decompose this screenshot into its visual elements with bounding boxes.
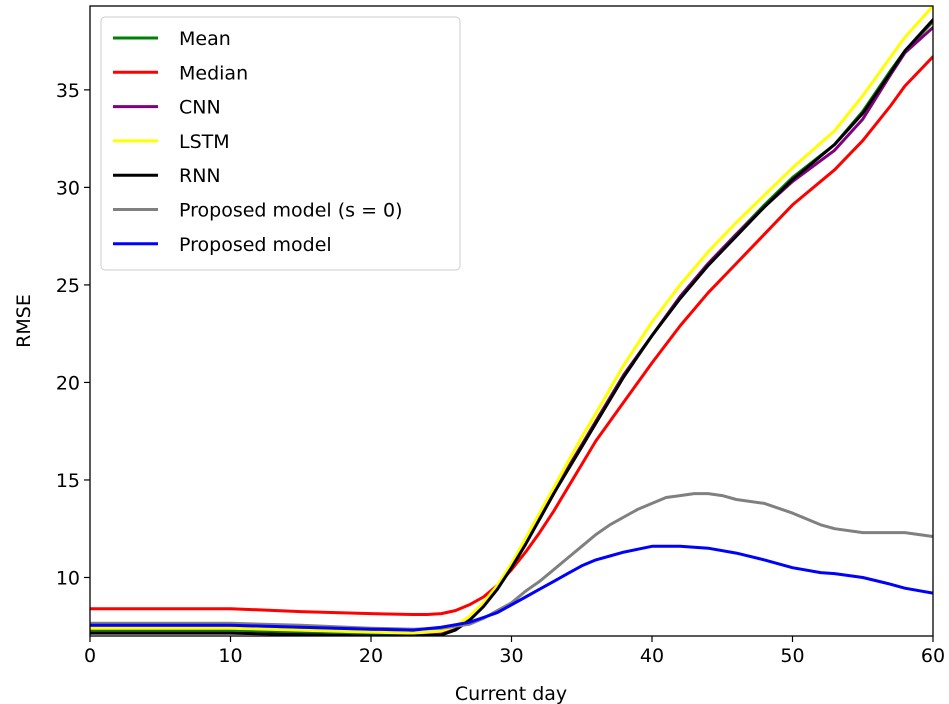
legend-label-1: Median: [179, 62, 248, 84]
legend-label-6: Proposed model: [179, 234, 332, 256]
x-axis: 0 10 20 30 40 50 60: [84, 636, 945, 667]
y-tick-label: 25: [56, 275, 80, 297]
series-line-6: [90, 544, 933, 632]
x-tick-label: 30: [499, 645, 523, 667]
y-tick-label: 30: [56, 177, 80, 199]
y-tick-label: 10: [56, 567, 80, 589]
legend-label-5: Proposed model (s = 0): [179, 200, 403, 222]
y-tick-label: 35: [56, 80, 80, 102]
legend-label-3: LSTM: [179, 131, 230, 153]
x-tick-label: 40: [640, 645, 664, 667]
x-tick-label: 60: [921, 645, 945, 667]
x-tick-label: 10: [218, 645, 242, 667]
y-axis-label: RMSE: [13, 294, 35, 348]
legend-label-4: RNN: [179, 165, 221, 187]
y-tick-label: 15: [56, 470, 80, 492]
legend: Mean Median CNN LSTM RNN Proposed model (s = …: [100, 16, 461, 271]
x-tick-label: 50: [780, 645, 804, 667]
x-tick-label: 0: [84, 645, 96, 667]
x-axis-label: Current day: [455, 683, 567, 704]
x-tick-label: 20: [359, 645, 383, 667]
series-line-1: [90, 55, 933, 616]
legend-label-2: CNN: [179, 97, 221, 119]
legend-label-0: Mean: [179, 28, 231, 50]
y-axis: 10 15 20 25 30 35: [56, 80, 90, 589]
series-line-4: [90, 18, 933, 636]
y-tick-label: 20: [56, 372, 80, 394]
legend-box: [100, 16, 461, 271]
series-layer: [90, 6, 933, 636]
